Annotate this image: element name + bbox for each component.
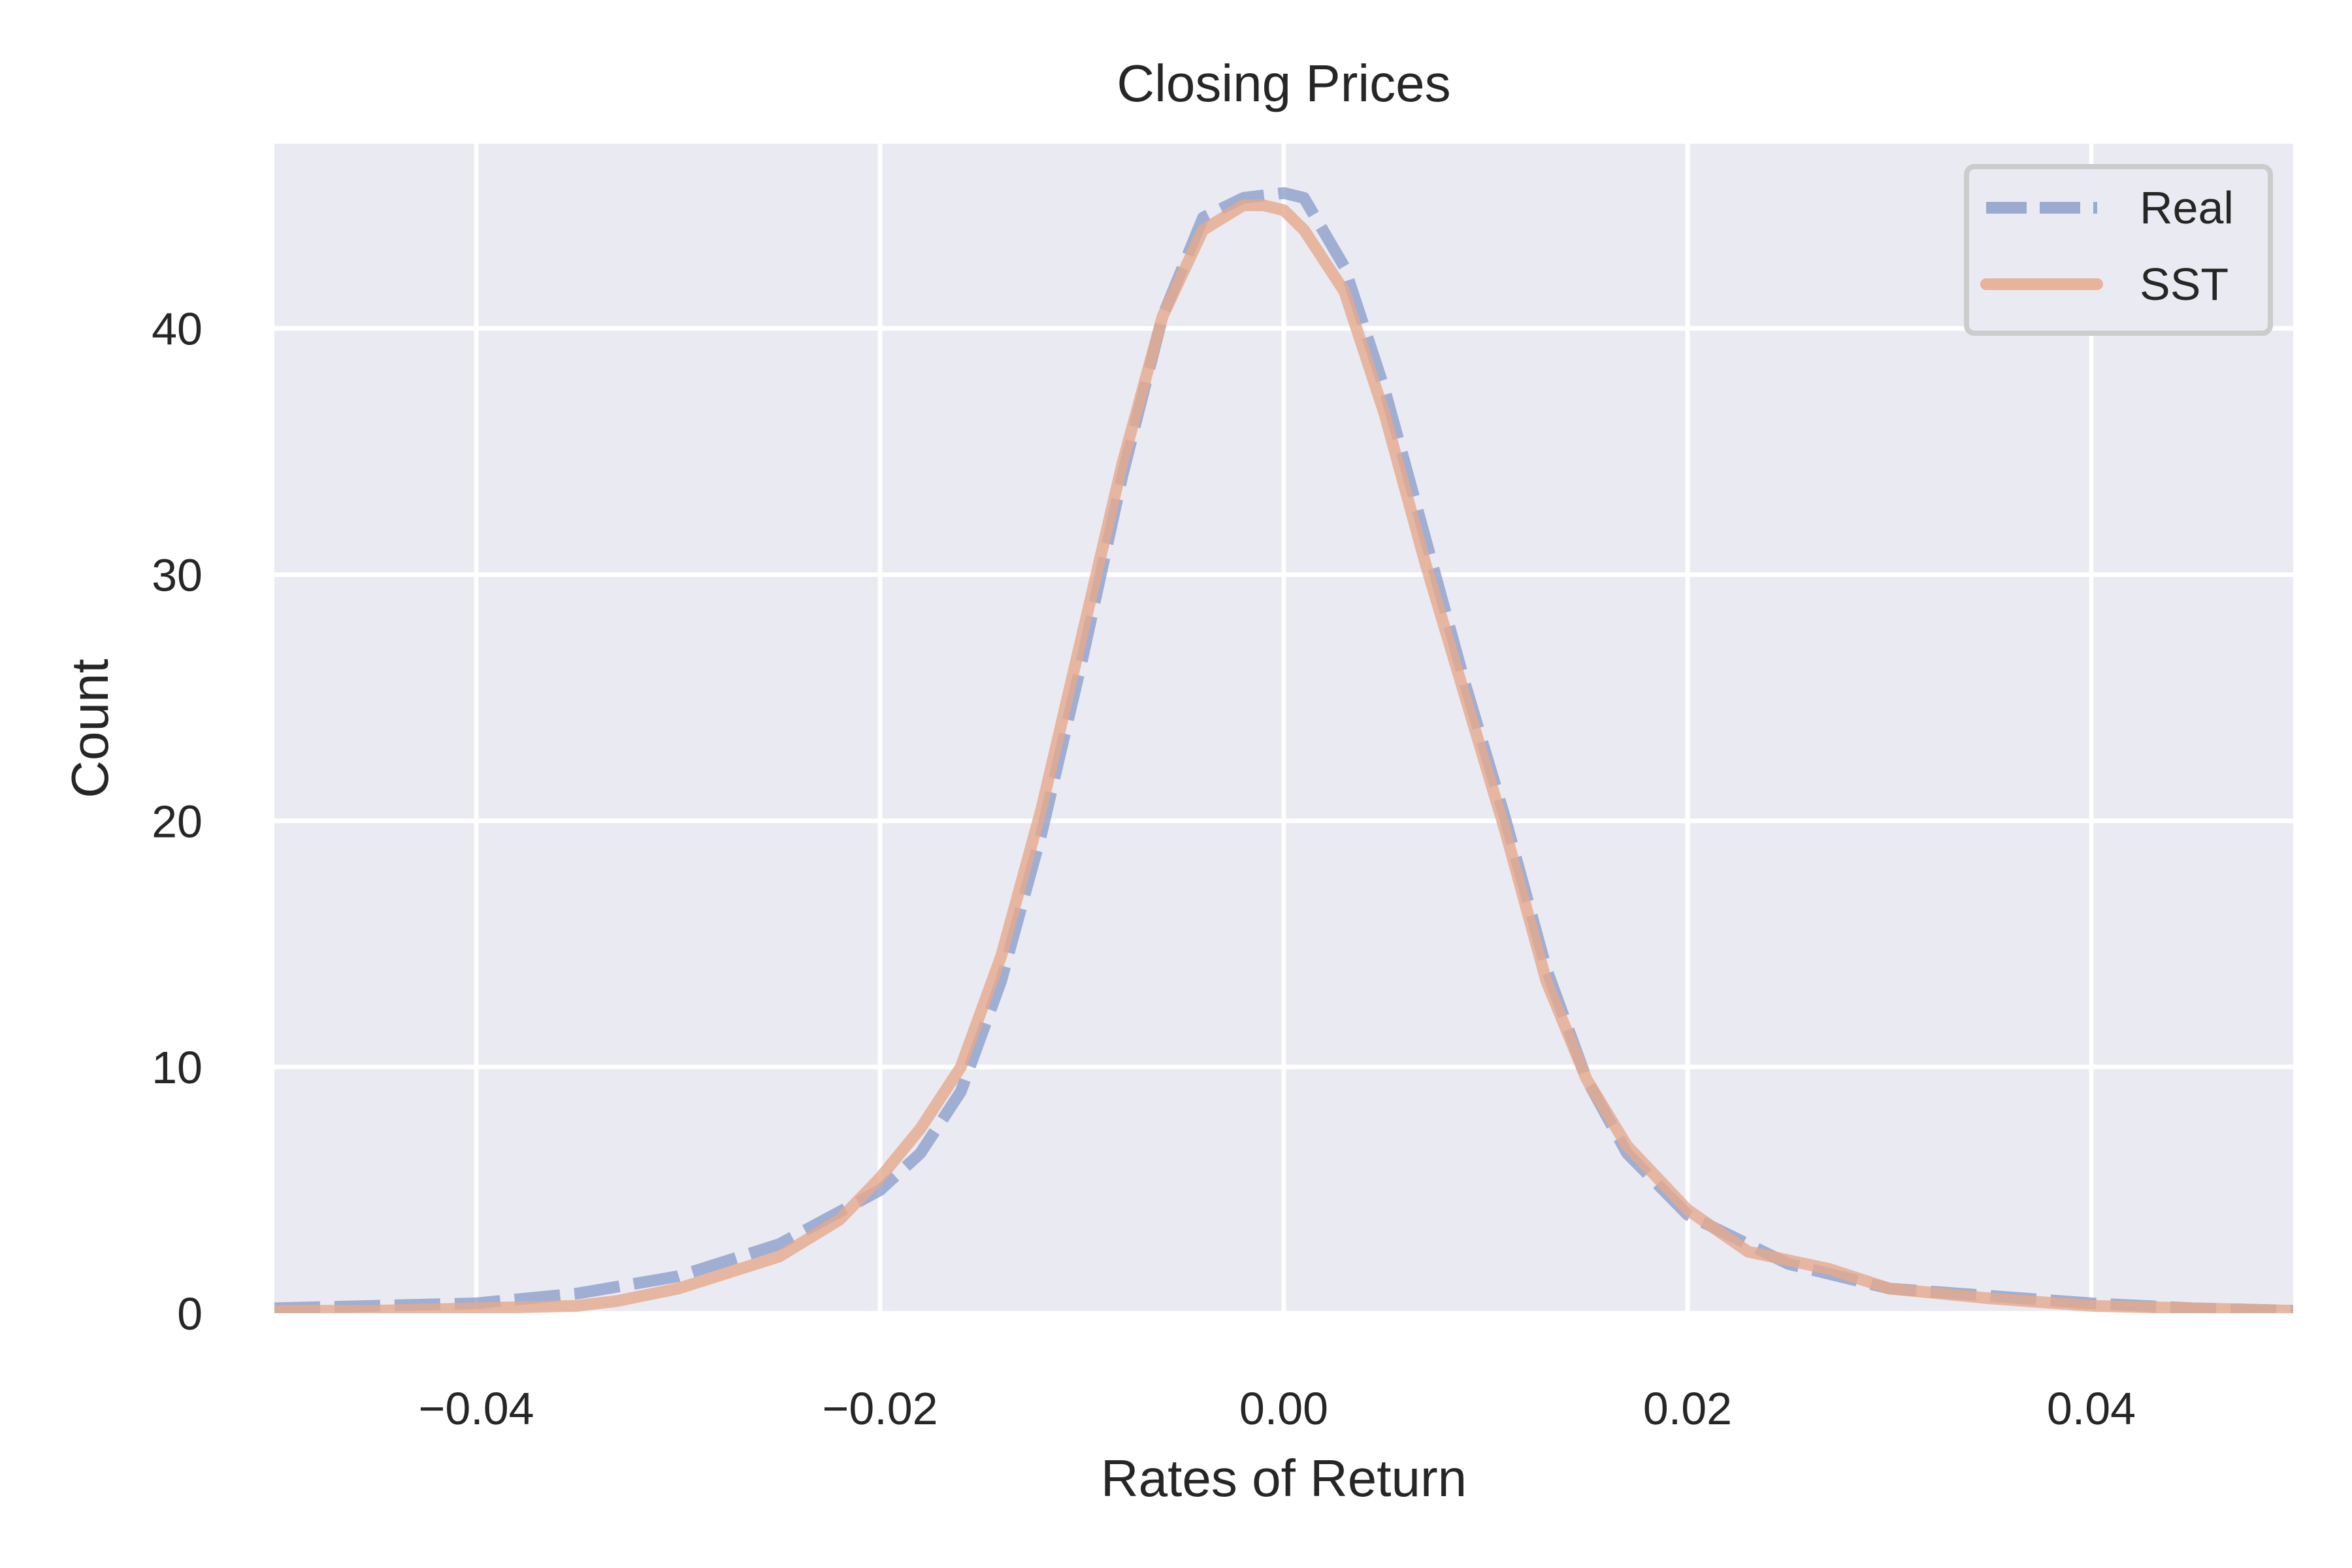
x-tick-label: 0.00 [1239, 1383, 1328, 1434]
series-line-sst [274, 199, 2293, 1313]
x-axis-label: Rates of Return [1101, 1449, 1467, 1507]
y-tick-labels: 0 10 20 30 40 [152, 304, 203, 1339]
series-layer [274, 187, 2293, 1313]
y-tick-label: 20 [152, 796, 203, 847]
x-tick-label: 0.02 [1643, 1383, 1732, 1434]
series-line-real [274, 187, 2293, 1313]
y-axis-label: Count [61, 659, 119, 798]
y-tick-label: 0 [177, 1288, 203, 1339]
chart-title: Closing Prices [1117, 54, 1450, 112]
y-tick-label: 40 [152, 304, 203, 355]
legend: Real SST [1964, 164, 2273, 336]
x-tick-label: −0.02 [822, 1383, 938, 1434]
x-tick-labels: −0.04 −0.02 0.00 0.02 0.04 [418, 1383, 2136, 1434]
y-gridlines [274, 326, 2293, 1316]
x-gridlines [474, 144, 2094, 1313]
legend-sst-label: SST [2140, 259, 2229, 310]
y-tick-label: 30 [152, 549, 203, 600]
y-tick-label: 10 [152, 1042, 203, 1093]
x-tick-label: −0.04 [418, 1383, 534, 1434]
legend-real-label: Real [2140, 182, 2234, 233]
x-tick-label: 0.04 [2047, 1383, 2136, 1434]
